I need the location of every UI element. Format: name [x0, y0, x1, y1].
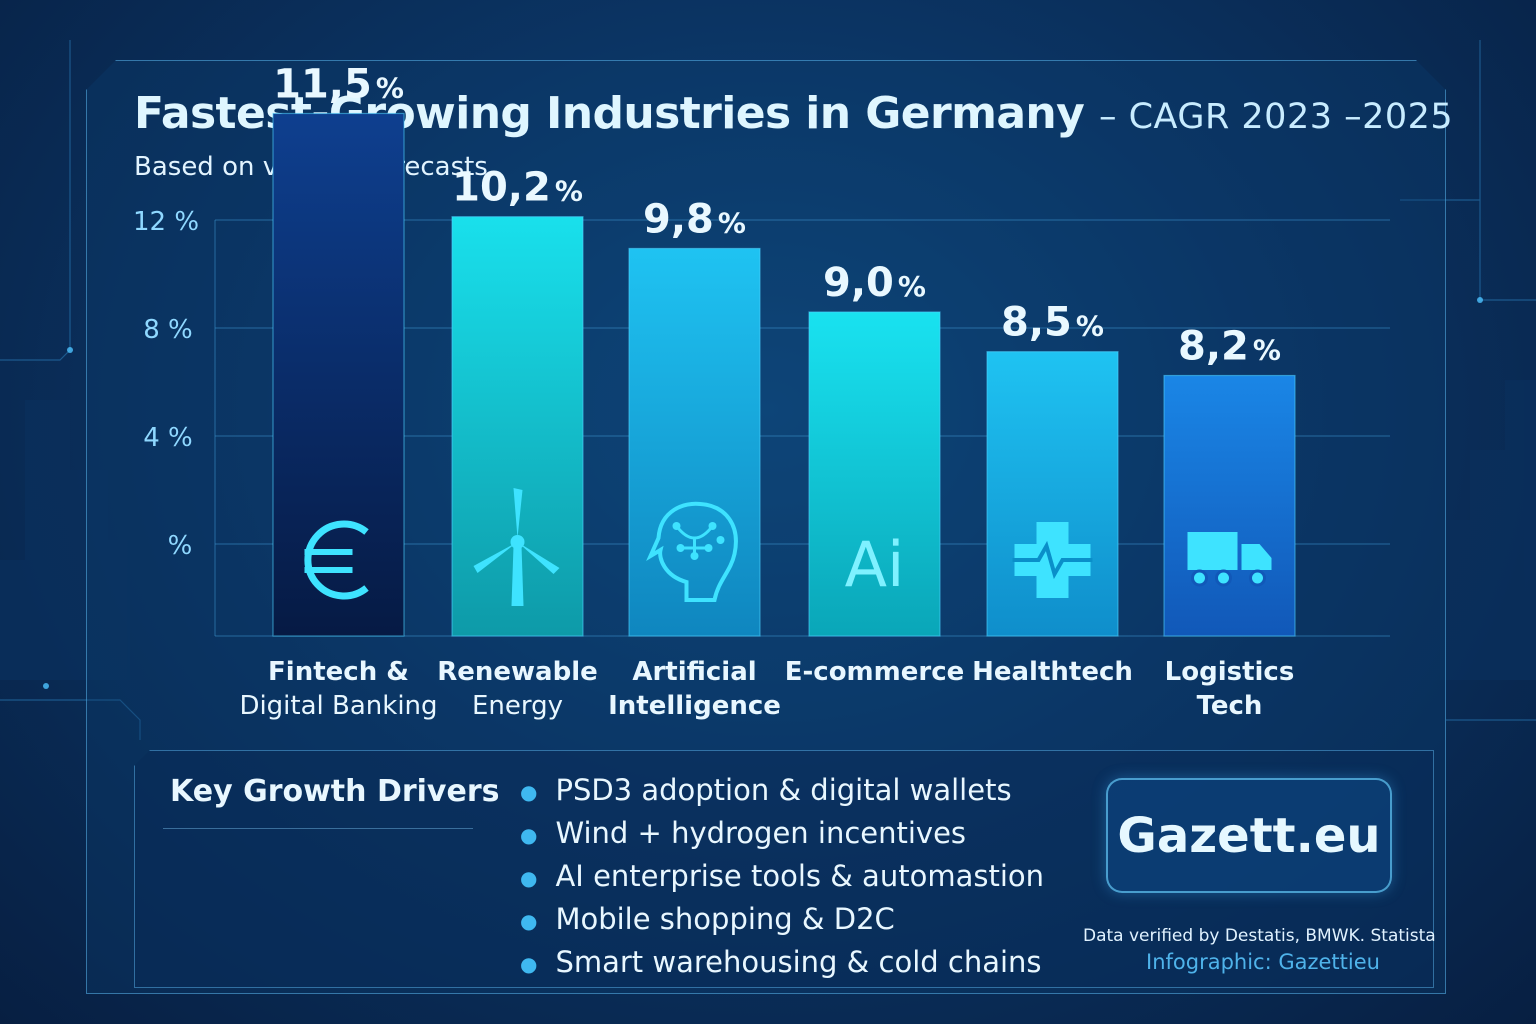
bar	[808, 311, 941, 637]
bullet-icon: ●	[520, 780, 538, 804]
data-label: 8,2%	[1178, 324, 1281, 370]
drivers-list: ● PSD3 adoption & digital wallets ● Wind +…	[520, 770, 1044, 985]
credit-note: Infographic: Gazettieu	[1146, 950, 1380, 974]
x-tick-label: E-commerce	[775, 655, 975, 689]
chart-title: Fastest-Growing Industries in Germany – …	[134, 88, 1453, 139]
y-tick-label: 4 %	[143, 423, 193, 453]
svg-text:Ai: Ai	[845, 528, 905, 601]
data-label: 11,5%	[273, 61, 404, 107]
y-tick-label: 8 %	[143, 315, 193, 345]
driver-item: ● Wind + hydrogen incentives	[520, 813, 1044, 856]
bullet-icon: ●	[520, 823, 538, 847]
x-tick-label: Healthtech	[953, 655, 1153, 689]
bullet-icon: ●	[520, 909, 538, 933]
title-suffix: – CAGR 2023 –2025	[1098, 97, 1454, 137]
x-tick-label-line: Tech	[1196, 691, 1263, 721]
x-tick-label-line: E-commerce	[784, 657, 965, 687]
x-tick-label: Fintech & Digital Banking	[239, 655, 439, 723]
x-tick-label-line: Renewable	[437, 657, 598, 687]
data-label: 9,8%	[643, 196, 746, 242]
drivers-divider	[163, 828, 473, 829]
bar	[272, 112, 405, 637]
data-label: 8,5%	[1001, 300, 1104, 346]
x-tick-label-line: Intelligence	[608, 691, 781, 721]
x-tick-label: Renewable Energy	[418, 655, 618, 723]
bullet-icon: ●	[520, 866, 538, 890]
x-tick-label-line: Healthtech	[972, 657, 1133, 687]
bullet-icon: ●	[520, 952, 538, 976]
ai-head-icon	[646, 501, 738, 602]
brand-name: Gazett.eu	[1117, 807, 1381, 864]
x-tick-label-line: Artificial	[632, 657, 757, 687]
driver-text: Smart warehousing & cold chains	[555, 945, 1042, 979]
driver-text: Mobile shopping & D2C	[555, 902, 895, 936]
brand-badge: Gazett.eu	[1106, 778, 1392, 893]
driver-text: Wind + hydrogen incentives	[555, 816, 967, 850]
y-tick-label: 12 %	[133, 207, 199, 237]
driver-item: ● PSD3 adoption & digital wallets	[520, 770, 1044, 813]
ai-text-icon: Ai	[845, 528, 905, 601]
y-tick-label: %	[168, 531, 193, 561]
x-tick-label-line: Energy	[471, 691, 564, 721]
x-tick-label-line: Fintech &	[268, 657, 409, 687]
x-tick-label: Artificial Intelligence	[595, 655, 795, 723]
data-label: 9,0%	[823, 260, 926, 306]
x-tick-label: Logistics Tech	[1130, 655, 1330, 723]
medical-cross-icon	[1012, 522, 1093, 598]
euro-icon	[304, 520, 369, 600]
x-tick-label-line: Logistics	[1164, 657, 1295, 687]
x-tick-label-line: Digital Banking	[239, 691, 438, 721]
source-note: Data verified by Destatis, BMWK. Statist…	[1083, 926, 1436, 946]
truck-icon	[1187, 532, 1272, 587]
driver-item: ● AI enterprise tools & automastion	[520, 856, 1044, 899]
driver-item: ● Smart warehousing & cold chains	[520, 942, 1044, 985]
driver-text: PSD3 adoption & digital wallets	[555, 773, 1012, 807]
wind-turbine-icon	[473, 488, 560, 606]
data-label: 10,2%	[452, 165, 583, 211]
driver-text: AI enterprise tools & automastion	[555, 859, 1044, 893]
bar	[1163, 374, 1296, 637]
drivers-title: Key Growth Drivers	[170, 774, 500, 809]
driver-item: ● Mobile shopping & D2C	[520, 899, 1044, 942]
bar	[628, 247, 761, 637]
